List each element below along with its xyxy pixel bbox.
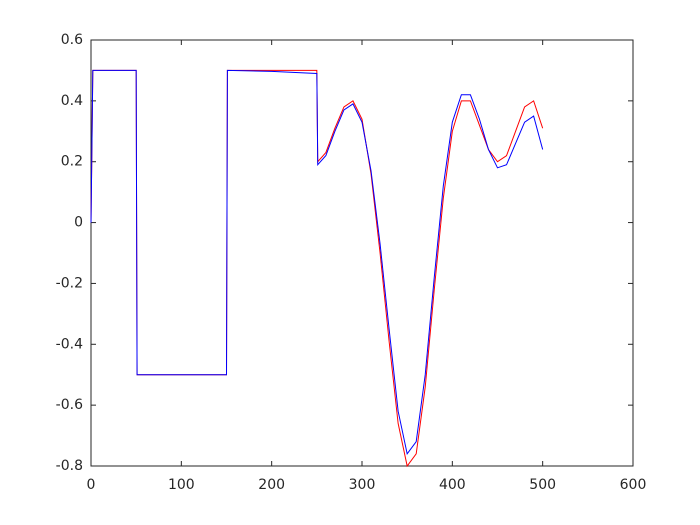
y-tick-label: 0.6 (61, 32, 83, 48)
plot-box (90, 39, 634, 467)
x-tick-label: 100 (168, 477, 195, 493)
y-tick-label: -0.6 (56, 397, 83, 413)
y-tick-label: 0 (74, 215, 83, 231)
x-tick-label: 0 (87, 477, 96, 493)
x-tick-label: 400 (439, 477, 466, 493)
x-tick-label: 300 (349, 477, 376, 493)
x-tick-label: 200 (258, 477, 285, 493)
y-tick-label: -0.4 (56, 336, 83, 352)
y-tick-label: -0.2 (56, 275, 83, 291)
x-tick-label: 500 (529, 477, 556, 493)
y-tick-label: -0.8 (56, 458, 83, 474)
y-tick-label: 0.2 (61, 154, 83, 170)
series-line (90, 69, 544, 456)
x-tick-label: 600 (620, 477, 647, 493)
y-tick-label: 0.4 (61, 93, 83, 109)
